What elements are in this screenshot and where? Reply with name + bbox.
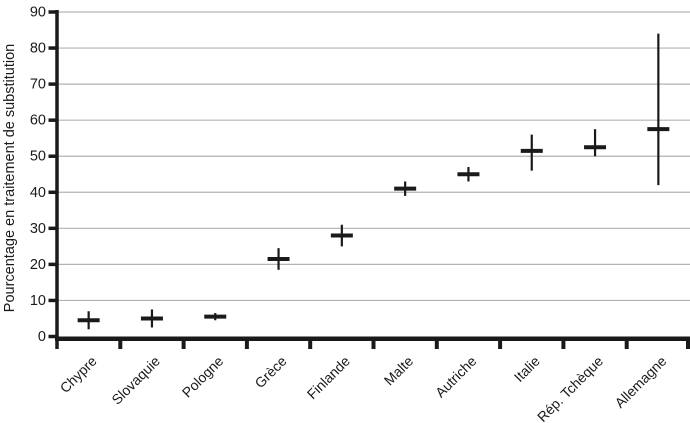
y-axis-tick-label: 90: [30, 5, 46, 21]
x-axis-category-label: Pologne: [179, 353, 227, 401]
axis-tick-labels: 0 10 20 30 40 50 60 70 80 90: [30, 5, 46, 346]
data-point: [647, 33, 670, 186]
data-point: [140, 309, 163, 328]
data-point: [457, 167, 480, 182]
y-axis-tick-label: 50: [30, 149, 46, 165]
data-point: [584, 129, 607, 157]
x-axis-category-label: Allemagne: [611, 353, 669, 411]
x-axis-category-label: Autriche: [432, 353, 480, 401]
x-axis-category-label: Italie: [511, 353, 543, 385]
y-axis-title: Pourcentage en traitement de substitutio…: [2, 44, 18, 312]
data-point: [394, 181, 417, 196]
data-point: [267, 248, 290, 270]
axes: [55, 10, 690, 349]
y-axis-tick-label: 10: [30, 293, 46, 309]
data-point: [204, 313, 227, 321]
y-axis-tick-label: 40: [30, 185, 46, 201]
x-axis-category-label: Finlande: [304, 353, 353, 402]
data-points: [77, 33, 670, 330]
x-axis-category-label: Malte: [381, 353, 417, 389]
y-axis-tick-label: 20: [30, 257, 46, 273]
y-axis-tick-label: 30: [30, 221, 46, 237]
y-axis-tick-label: 60: [30, 113, 46, 129]
data-point: [77, 311, 100, 330]
x-axis-category-label: Rép. Tchèque: [534, 353, 606, 423]
x-axis-category-label: Chypre: [57, 353, 100, 396]
gridlines: [57, 11, 690, 302]
y-axis-tick-label: 0: [38, 329, 46, 345]
data-point: [330, 224, 353, 247]
y-axis-tick-label: 80: [30, 41, 46, 57]
x-axis-category-label: Grèce: [251, 353, 289, 391]
y-axis-tick-label: 70: [30, 77, 46, 93]
x-axis-category-label: Slovaquie: [108, 353, 163, 408]
axis-ticks: [48, 10, 690, 349]
data-point: [520, 134, 543, 171]
x-axis-category-labels: Chypre Slovaquie Pologne Grèce Finlande Malte…: [57, 353, 670, 423]
